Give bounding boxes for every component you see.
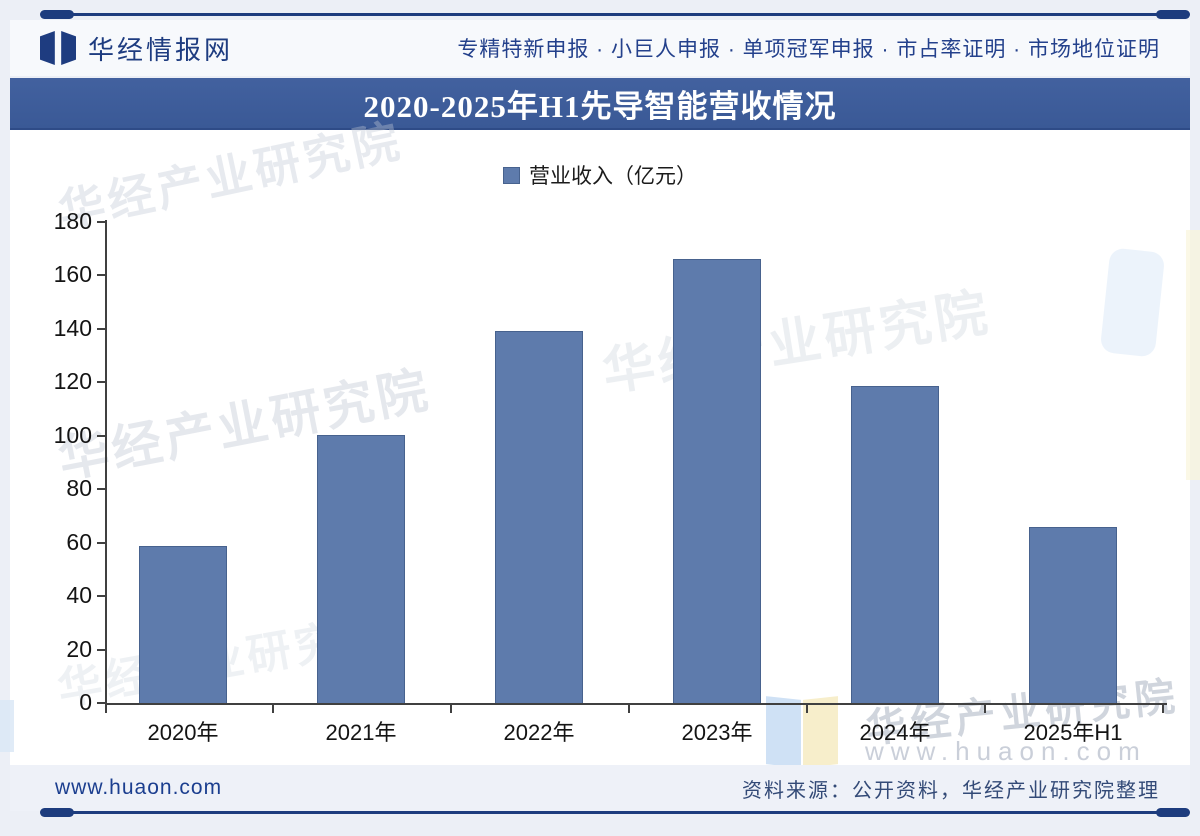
y-axis-tick-label: 140 [53, 314, 92, 341]
watermark-accent-strip [1186, 230, 1200, 480]
legend-marker [503, 166, 520, 184]
x-axis-tick [105, 705, 107, 713]
revenue-bar [139, 546, 227, 703]
footer-site-url: www.huaon.com [55, 776, 223, 799]
revenue-bar [851, 386, 939, 703]
chart-title: 2020-2025年H1先导智能营收情况 [363, 88, 837, 124]
revenue-bar [495, 330, 583, 703]
y-axis-tick [97, 648, 105, 651]
rule-endcap-right [1156, 808, 1190, 817]
footer: www.huaon.com 资料来源：公开资料，华经产业研究院整理 [10, 765, 1190, 811]
revenue-bar [1029, 526, 1117, 703]
x-axis-category-label: 2025年H1 [1023, 720, 1123, 745]
plot-area [105, 222, 1167, 703]
x-axis-tick [628, 705, 630, 713]
x-axis-tick [450, 705, 452, 713]
x-axis-category-label: 2022年 [503, 720, 575, 745]
y-axis-tick-label: 0 [79, 689, 92, 715]
y-axis-tick-label: 40 [66, 582, 92, 609]
bottom-divider-rule [40, 808, 1190, 817]
y-axis-tick [97, 434, 105, 437]
open-book-logo-icon [40, 31, 76, 65]
y-axis-tick-label: 160 [53, 261, 92, 288]
x-axis-category-label: 2020年 [147, 720, 219, 745]
y-axis-line [105, 220, 107, 705]
x-axis-tick [806, 705, 808, 713]
y-axis-tick [97, 381, 105, 384]
y-axis-tick-label: 100 [53, 421, 92, 448]
y-axis-tick [97, 327, 105, 330]
y-axis-tick-label: 120 [53, 368, 92, 395]
header-services-text: 专精特新申报 · 小巨人申报 · 单项冠军申报 · 市占率证明 · 市场地位证明 [457, 38, 1160, 61]
site-name: 华经情报网 [88, 34, 234, 65]
footer-source-note: 资料来源：公开资料，华经产业研究院整理 [742, 779, 1160, 802]
site-logo: 华经情报网 [40, 30, 233, 67]
rule-endcap-left [40, 10, 74, 19]
x-axis-tick [272, 705, 274, 713]
x-axis-category-label: 2023年 [681, 720, 753, 745]
x-axis-category-label: 2024年 [859, 720, 931, 745]
y-axis-tick [97, 274, 105, 277]
x-axis-tick [984, 705, 986, 713]
y-axis-tick [97, 595, 105, 598]
title-banner: 2020-2025年H1先导智能营收情况 [10, 78, 1190, 130]
revenue-bar [317, 434, 405, 703]
revenue-bar [673, 258, 761, 703]
rule-endcap-left [40, 808, 74, 817]
y-axis-tick-label: 180 [53, 208, 92, 234]
y-axis-tick [97, 221, 105, 223]
x-axis-line [105, 703, 1167, 705]
x-axis-tick [1162, 705, 1164, 713]
x-axis-category-label: 2021年 [325, 720, 397, 745]
top-divider-rule [40, 10, 1190, 19]
header: 华经情报网 专精特新申报 · 小巨人申报 · 单项冠军申报 · 市占率证明 · … [10, 20, 1190, 76]
y-axis-tick [97, 541, 105, 544]
y-axis-tick-label: 20 [66, 635, 92, 662]
chart-area: 华经产业研究院 华经产业研究院 华经产业研究院 华经产业研究院 华经产业研究院 … [10, 114, 1200, 768]
y-axis-tick [97, 488, 105, 491]
y-axis-tick-label: 60 [66, 528, 92, 555]
legend: 营业收入（亿元） [10, 160, 1190, 190]
y-axis-tick [97, 702, 105, 704]
y-axis-tick-label: 80 [66, 475, 92, 502]
watermark-corner-accent [0, 700, 14, 752]
legend-label: 营业收入（亿元） [529, 165, 697, 188]
rule-endcap-right [1156, 10, 1190, 19]
